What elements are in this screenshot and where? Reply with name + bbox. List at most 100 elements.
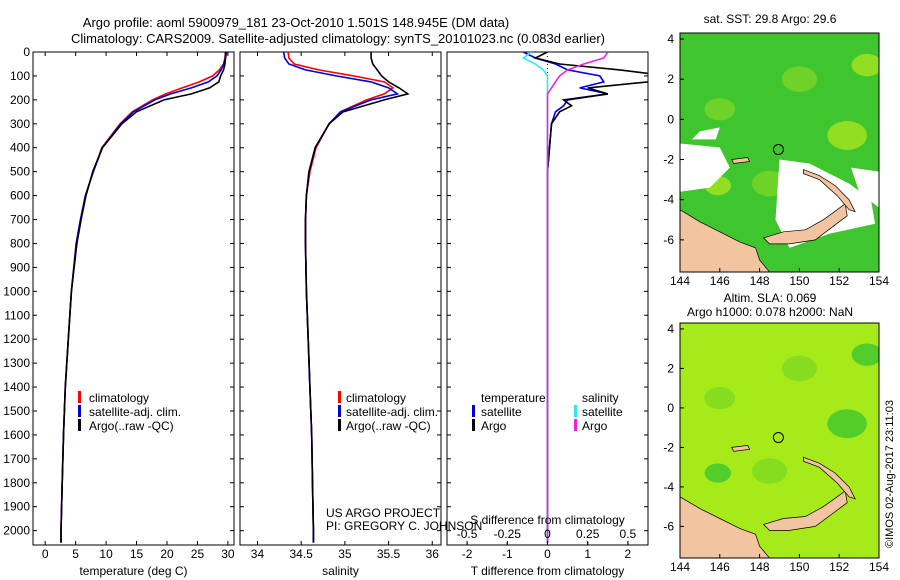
climatology-line — [287, 51, 395, 543]
x-tick-label: 15 — [130, 547, 144, 561]
x-tick-label: 2 — [625, 547, 632, 561]
x-tick-label: 1 — [584, 547, 591, 561]
no-data-area — [691, 127, 720, 140]
x-tick-label: -1 — [502, 547, 513, 561]
lon-tick-label: 152 — [829, 274, 849, 288]
legend-label-climatology: climatology — [346, 391, 406, 405]
depth-tick-label: 800 — [10, 236, 30, 250]
x-tick-label: 0 — [42, 547, 49, 561]
lat-tick-label: 4 — [667, 322, 674, 336]
temperature-legend: climatology satellite-adj. clim. Argo(..… — [78, 391, 181, 433]
ocean-tone-patch — [851, 53, 879, 77]
x-tick-label: 35.5 — [377, 547, 401, 561]
new-guinea-land — [680, 209, 770, 272]
ocean-tone-patch — [704, 98, 736, 121]
map-frame — [679, 32, 880, 273]
legend-label-argo: Argo(..raw -QC) — [346, 419, 431, 433]
lon-tick-label: 150 — [789, 560, 809, 574]
header-line-2: Climatology: CARS2009. Satellite-adjuste… — [71, 31, 605, 46]
s-tick-label: 0.25 — [576, 527, 600, 541]
lat-tick-label: -4 — [663, 193, 674, 207]
lat-tick-label: -4 — [663, 480, 674, 494]
legend-label-climatology: climatology — [89, 391, 149, 405]
x-tick-label: 30 — [221, 547, 235, 561]
legend-swatch-argo — [338, 419, 341, 431]
depth-tick-label: 1000 — [3, 284, 30, 298]
diff-legend-temp-satellite: satellite — [481, 405, 522, 419]
depth-tick-label: 2000 — [3, 524, 30, 538]
x-tick-label: 36 — [426, 547, 440, 561]
diff-legend-swatch-temp-argo — [472, 419, 475, 431]
legend-swatch-climatology — [78, 391, 81, 403]
depth-tick-label: 0 — [23, 45, 30, 59]
ocean-tone-patch — [781, 355, 818, 382]
ocean-tone-patch — [704, 463, 732, 483]
depth-tick-label: 1800 — [3, 476, 30, 490]
ocean-tone-patch — [704, 386, 736, 410]
legend-swatch-satellite — [338, 405, 341, 417]
depth-tick-label: 600 — [10, 189, 30, 203]
legend-label-satellite: satellite-adj. clim. — [89, 405, 181, 419]
ocean-tone-patch — [827, 409, 867, 439]
map-content — [680, 33, 879, 272]
new-ireland-land — [803, 456, 856, 500]
x-tick-label: 0 — [544, 547, 551, 561]
diff-legend-temp-argo: Argo — [481, 419, 507, 433]
x-tick-label: 25 — [191, 547, 205, 561]
lon-tick-label: 148 — [750, 274, 770, 288]
depth-tick-label: 1100 — [4, 308, 30, 322]
x-tick-label: -2 — [462, 547, 473, 561]
depth-tick-label: 100 — [10, 69, 30, 83]
x-axis-label: salinity — [322, 564, 359, 578]
salinity-legend: climatology satellite-adj. clim. Argo(..… — [338, 391, 438, 433]
lat-tick-label: 0 — [667, 401, 674, 415]
s-tick-label: 0 — [544, 527, 551, 541]
depth-tick-label: 1200 — [3, 332, 30, 346]
s-tick-label: 0.5 — [620, 527, 637, 541]
lon-tick-label: 146 — [710, 560, 730, 574]
lat-tick-label: 0 — [667, 112, 674, 126]
depth-tick-label: 1700 — [3, 452, 30, 466]
t-axis-label: T difference from climatology — [471, 564, 625, 578]
difference-legend: temperature salinity satellite Argo sate… — [472, 391, 623, 433]
depth-tick-label: 1400 — [3, 380, 30, 394]
climatology-line — [60, 51, 227, 543]
depth-tick-label: 1600 — [3, 428, 30, 442]
lon-tick-label: 154 — [869, 274, 889, 288]
sal-argo-diff-line — [546, 52, 609, 543]
diff-legend-sal-satellite: satellite — [582, 405, 623, 419]
no-data-area — [680, 143, 730, 192]
s-tick-label: -0.5 — [457, 527, 478, 541]
ocean-tone-patch — [827, 121, 867, 150]
diff-legend-sal-argo: Argo — [582, 419, 608, 433]
lon-tick-label: 146 — [710, 274, 730, 288]
s-tick-label: -0.25 — [494, 527, 522, 541]
diff-series-group — [521, 52, 648, 545]
legend-swatch-satellite — [78, 405, 81, 417]
satellite-line — [60, 51, 228, 543]
new-britain-land — [762, 490, 848, 531]
temperature-panel: 0100200300400500600700800900100011001200… — [3, 45, 235, 578]
depth-tick-label: 500 — [10, 165, 30, 179]
temp-satellite-diff-line — [523, 52, 608, 543]
diff-legend-swatch-sal-satellite — [574, 405, 577, 417]
map-content — [680, 323, 879, 558]
credit-pi: PI: GREGORY C. JOHNSON — [326, 519, 482, 533]
lat-tick-label: -6 — [663, 519, 674, 533]
lat-tick-label: 4 — [667, 32, 674, 46]
diff-legend-temperature-header: temperature — [481, 391, 546, 405]
x-tick-label: 34.5 — [289, 547, 313, 561]
map-frame — [679, 322, 880, 559]
credit-project: US ARGO PROJECT — [326, 506, 441, 520]
plot-frame — [32, 51, 235, 546]
float-position-marker — [772, 432, 784, 444]
lat-tick-label: 2 — [667, 361, 674, 375]
ocean-tone-patch — [851, 343, 879, 366]
depth-tick-label: 1500 — [3, 404, 30, 418]
argo-line — [60, 52, 227, 543]
sla-map: 144 146 148 150 152 154 4 2 0 -2 -4 -6 — [663, 322, 889, 574]
diff-legend-salinity-header: salinity — [582, 391, 619, 405]
imos-timestamp: ©IMOS 02-Aug-2017 23:11:03 — [884, 400, 896, 548]
x-tick-label: 35 — [338, 547, 352, 561]
